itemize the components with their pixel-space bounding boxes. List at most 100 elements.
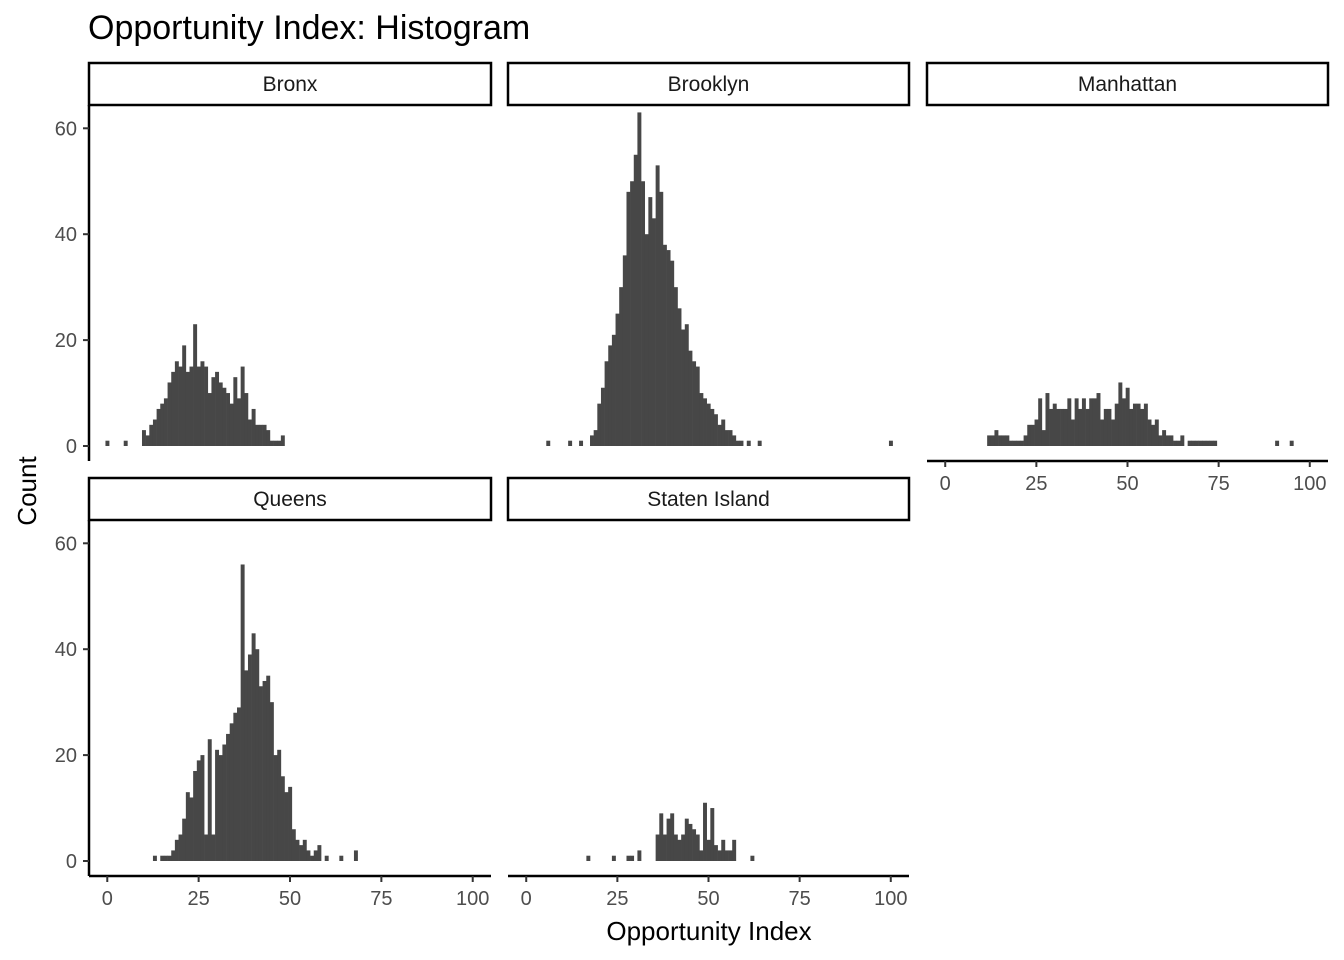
bar-bronx xyxy=(247,419,252,446)
bar-manhattan xyxy=(1114,403,1119,446)
bar-queens xyxy=(353,850,358,861)
bar-manhattan xyxy=(1202,440,1207,446)
bar-manhattan xyxy=(1005,435,1010,446)
bar-queens xyxy=(200,755,205,861)
bar-staten-island xyxy=(710,808,715,861)
bar-bronx xyxy=(193,324,198,446)
bar-bronx xyxy=(152,419,157,446)
bar-staten-island xyxy=(670,813,675,861)
facet-label-manhattan: Manhattan xyxy=(1078,73,1177,96)
bar-queens xyxy=(284,792,289,861)
bar-staten-island xyxy=(677,839,682,861)
bar-brooklyn xyxy=(600,387,605,446)
bar-bronx xyxy=(171,371,176,446)
panel-manhattan: Manhattan 0 25 50 75 100 xyxy=(925,61,1330,495)
bar-brooklyn xyxy=(597,403,602,446)
bar-queens xyxy=(324,855,329,861)
x-tick-label: 0 xyxy=(102,888,113,910)
bar-bronx xyxy=(215,371,220,446)
bar-brooklyn xyxy=(666,250,671,446)
bar-brooklyn xyxy=(721,419,726,446)
bar-manhattan xyxy=(1107,408,1112,446)
bar-queens xyxy=(310,855,315,861)
bar-manhattan xyxy=(1209,440,1214,446)
bar-brooklyn xyxy=(724,430,729,446)
bar-manhattan xyxy=(1096,393,1101,446)
bar-staten-island xyxy=(655,834,660,861)
bar-manhattan xyxy=(1129,408,1134,446)
bar-queens xyxy=(167,855,172,861)
bar-queens xyxy=(152,855,157,861)
bar-manhattan xyxy=(1118,382,1123,446)
bar-brooklyn xyxy=(710,408,715,446)
bar-bronx xyxy=(189,366,194,446)
bar-brooklyn xyxy=(677,308,682,446)
panel-brooklyn: Brooklyn xyxy=(506,61,911,447)
bar-brooklyn xyxy=(648,197,653,446)
bar-manhattan xyxy=(1052,403,1057,446)
x-tick-label: 0 xyxy=(940,473,951,495)
bar-manhattan xyxy=(1027,424,1032,446)
bar-staten-island xyxy=(681,834,686,861)
bar-brooklyn xyxy=(732,435,737,446)
bar-bronx xyxy=(204,366,209,446)
bar-queens xyxy=(240,564,245,861)
panel-staten-island: Staten Island 0 25 50 75 100 xyxy=(506,476,911,910)
bar-brooklyn xyxy=(692,361,697,446)
bar-brooklyn xyxy=(611,334,616,446)
bar-manhattan xyxy=(987,435,992,446)
bar-bronx xyxy=(277,440,282,446)
bar-queens xyxy=(269,702,274,861)
bar-queens xyxy=(237,707,241,861)
bar-staten-island xyxy=(713,845,718,861)
y-axis-title: Count xyxy=(12,456,42,526)
bar-queens xyxy=(339,855,344,861)
bar-manhattan xyxy=(1071,419,1075,446)
bar-queens xyxy=(255,649,260,861)
bar-manhattan xyxy=(1162,430,1167,446)
bar-staten-island xyxy=(695,834,700,861)
bar-bronx xyxy=(226,393,230,446)
bar-manhattan xyxy=(1056,408,1061,446)
bar-bronx xyxy=(237,398,241,446)
bar-bronx xyxy=(269,440,274,446)
bar-queens xyxy=(196,760,201,861)
bar-brooklyn xyxy=(706,403,711,446)
bar-brooklyn xyxy=(641,181,646,446)
bar-queens xyxy=(266,675,271,861)
bar-queens xyxy=(288,786,293,861)
bar-bronx xyxy=(273,440,278,446)
bar-manhattan xyxy=(1016,440,1021,446)
bar-manhattan xyxy=(1060,408,1065,446)
facet-label-staten-island: Staten Island xyxy=(647,488,770,511)
bar-bronx xyxy=(233,377,238,446)
bar-bronx xyxy=(258,424,263,446)
bar-queens xyxy=(182,818,187,861)
facet-strip-brooklyn xyxy=(506,61,911,107)
bar-manhattan xyxy=(1009,440,1013,446)
bar-queens xyxy=(251,633,256,861)
x-tick-label: 50 xyxy=(697,888,719,910)
bar-bronx xyxy=(251,408,256,446)
bar-bronx xyxy=(167,382,172,446)
bar-bronx xyxy=(207,393,212,446)
bar-queens xyxy=(226,733,230,861)
bar-queens xyxy=(218,755,223,861)
bar-manhattan xyxy=(990,435,995,446)
bar-manhattan xyxy=(1275,440,1280,446)
bar-manhattan xyxy=(1034,419,1039,446)
bar-queens xyxy=(215,749,220,861)
bar-bronx xyxy=(255,424,260,446)
bar-manhattan xyxy=(1154,419,1159,446)
bar-staten-island xyxy=(688,823,693,861)
bar-queens xyxy=(302,839,307,861)
bar-manhattan xyxy=(1019,440,1024,446)
facet-label-brooklyn: Brooklyn xyxy=(668,73,750,96)
bar-queens xyxy=(204,834,209,861)
bar-staten-island xyxy=(728,850,733,861)
bar-staten-island xyxy=(724,850,729,861)
bar-queens xyxy=(171,850,176,861)
facet-strip-queens xyxy=(87,476,493,522)
bar-brooklyn xyxy=(735,440,740,446)
bar-queens xyxy=(185,792,190,861)
